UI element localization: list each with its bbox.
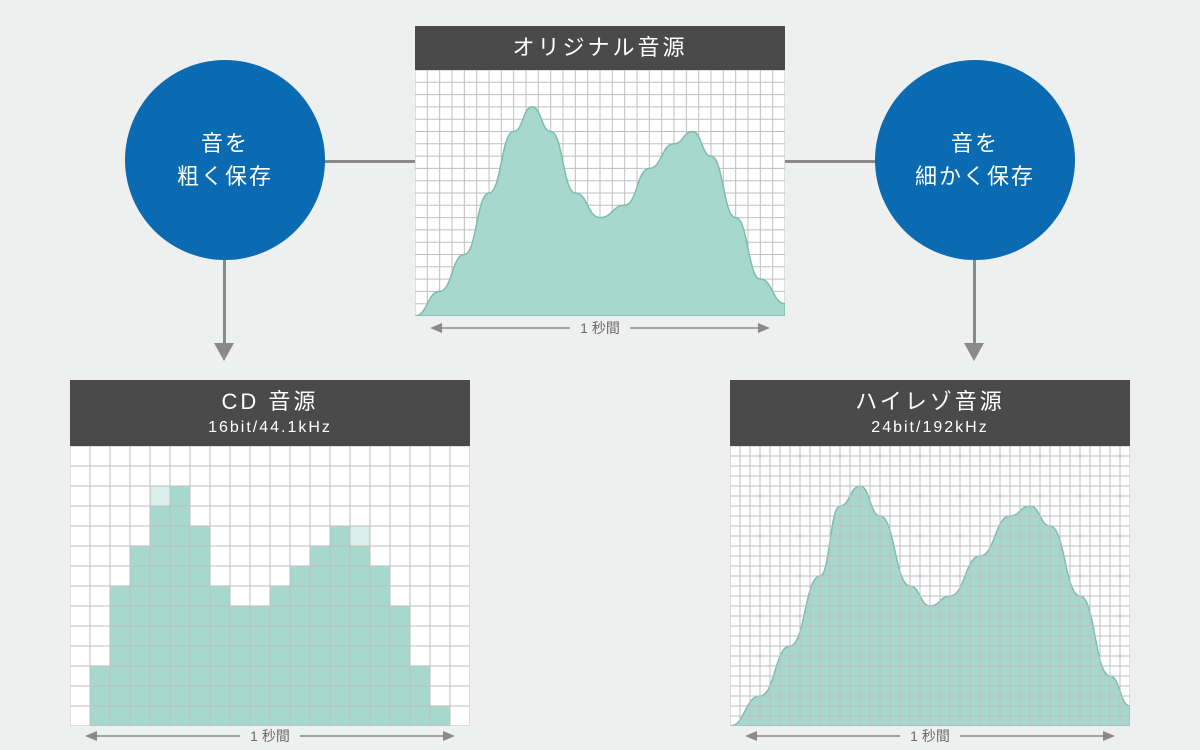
circle-left-line1: 音を: [177, 127, 273, 160]
circle-right-line2: 細かく保存: [915, 160, 1035, 193]
axis-arrow-right-icon: [300, 730, 455, 742]
arrow-down-left-icon: [214, 343, 234, 361]
panel-cd: CD 音源 16bit/44.1kHz: [70, 380, 470, 726]
axis-original: 1 秒間: [415, 318, 785, 338]
panel-cd-title: CD 音源: [222, 389, 319, 414]
connector-left-v: [223, 260, 226, 345]
axis-cd: 1 秒間: [70, 726, 470, 746]
arrow-down-right-icon: [964, 343, 984, 361]
panel-hires: ハイレゾ音源 24bit/192kHz: [730, 380, 1130, 726]
circle-left: 音を 粗く保存: [125, 60, 325, 260]
axis-arrow-left-icon: [745, 730, 900, 742]
panel-hires-header: ハイレゾ音源 24bit/192kHz: [730, 380, 1130, 446]
panel-cd-chart: [70, 446, 470, 726]
axis-original-label: 1 秒間: [580, 318, 620, 338]
axis-arrow-left-icon: [85, 730, 240, 742]
circle-right-line1: 音を: [915, 127, 1035, 160]
panel-original-chart: [415, 70, 785, 316]
connector-right-v: [973, 260, 976, 345]
axis-arrow-right-icon: [960, 730, 1115, 742]
circle-left-line2: 粗く保存: [177, 160, 273, 193]
circle-right: 音を 細かく保存: [875, 60, 1075, 260]
panel-hires-title: ハイレゾ音源: [855, 389, 1005, 414]
axis-cd-label: 1 秒間: [250, 726, 290, 746]
axis-arrow-right-icon: [630, 322, 770, 334]
panel-hires-subtitle: 24bit/192kHz: [730, 418, 1130, 438]
axis-arrow-left-icon: [430, 322, 570, 334]
panel-cd-header: CD 音源 16bit/44.1kHz: [70, 380, 470, 446]
panel-cd-subtitle: 16bit/44.1kHz: [70, 418, 470, 438]
panel-original-title: オリジナル音源: [415, 26, 785, 70]
axis-hires-label: 1 秒間: [910, 726, 950, 746]
axis-hires: 1 秒間: [730, 726, 1130, 746]
panel-original: オリジナル音源: [415, 26, 785, 316]
panel-hires-chart: [730, 446, 1130, 726]
